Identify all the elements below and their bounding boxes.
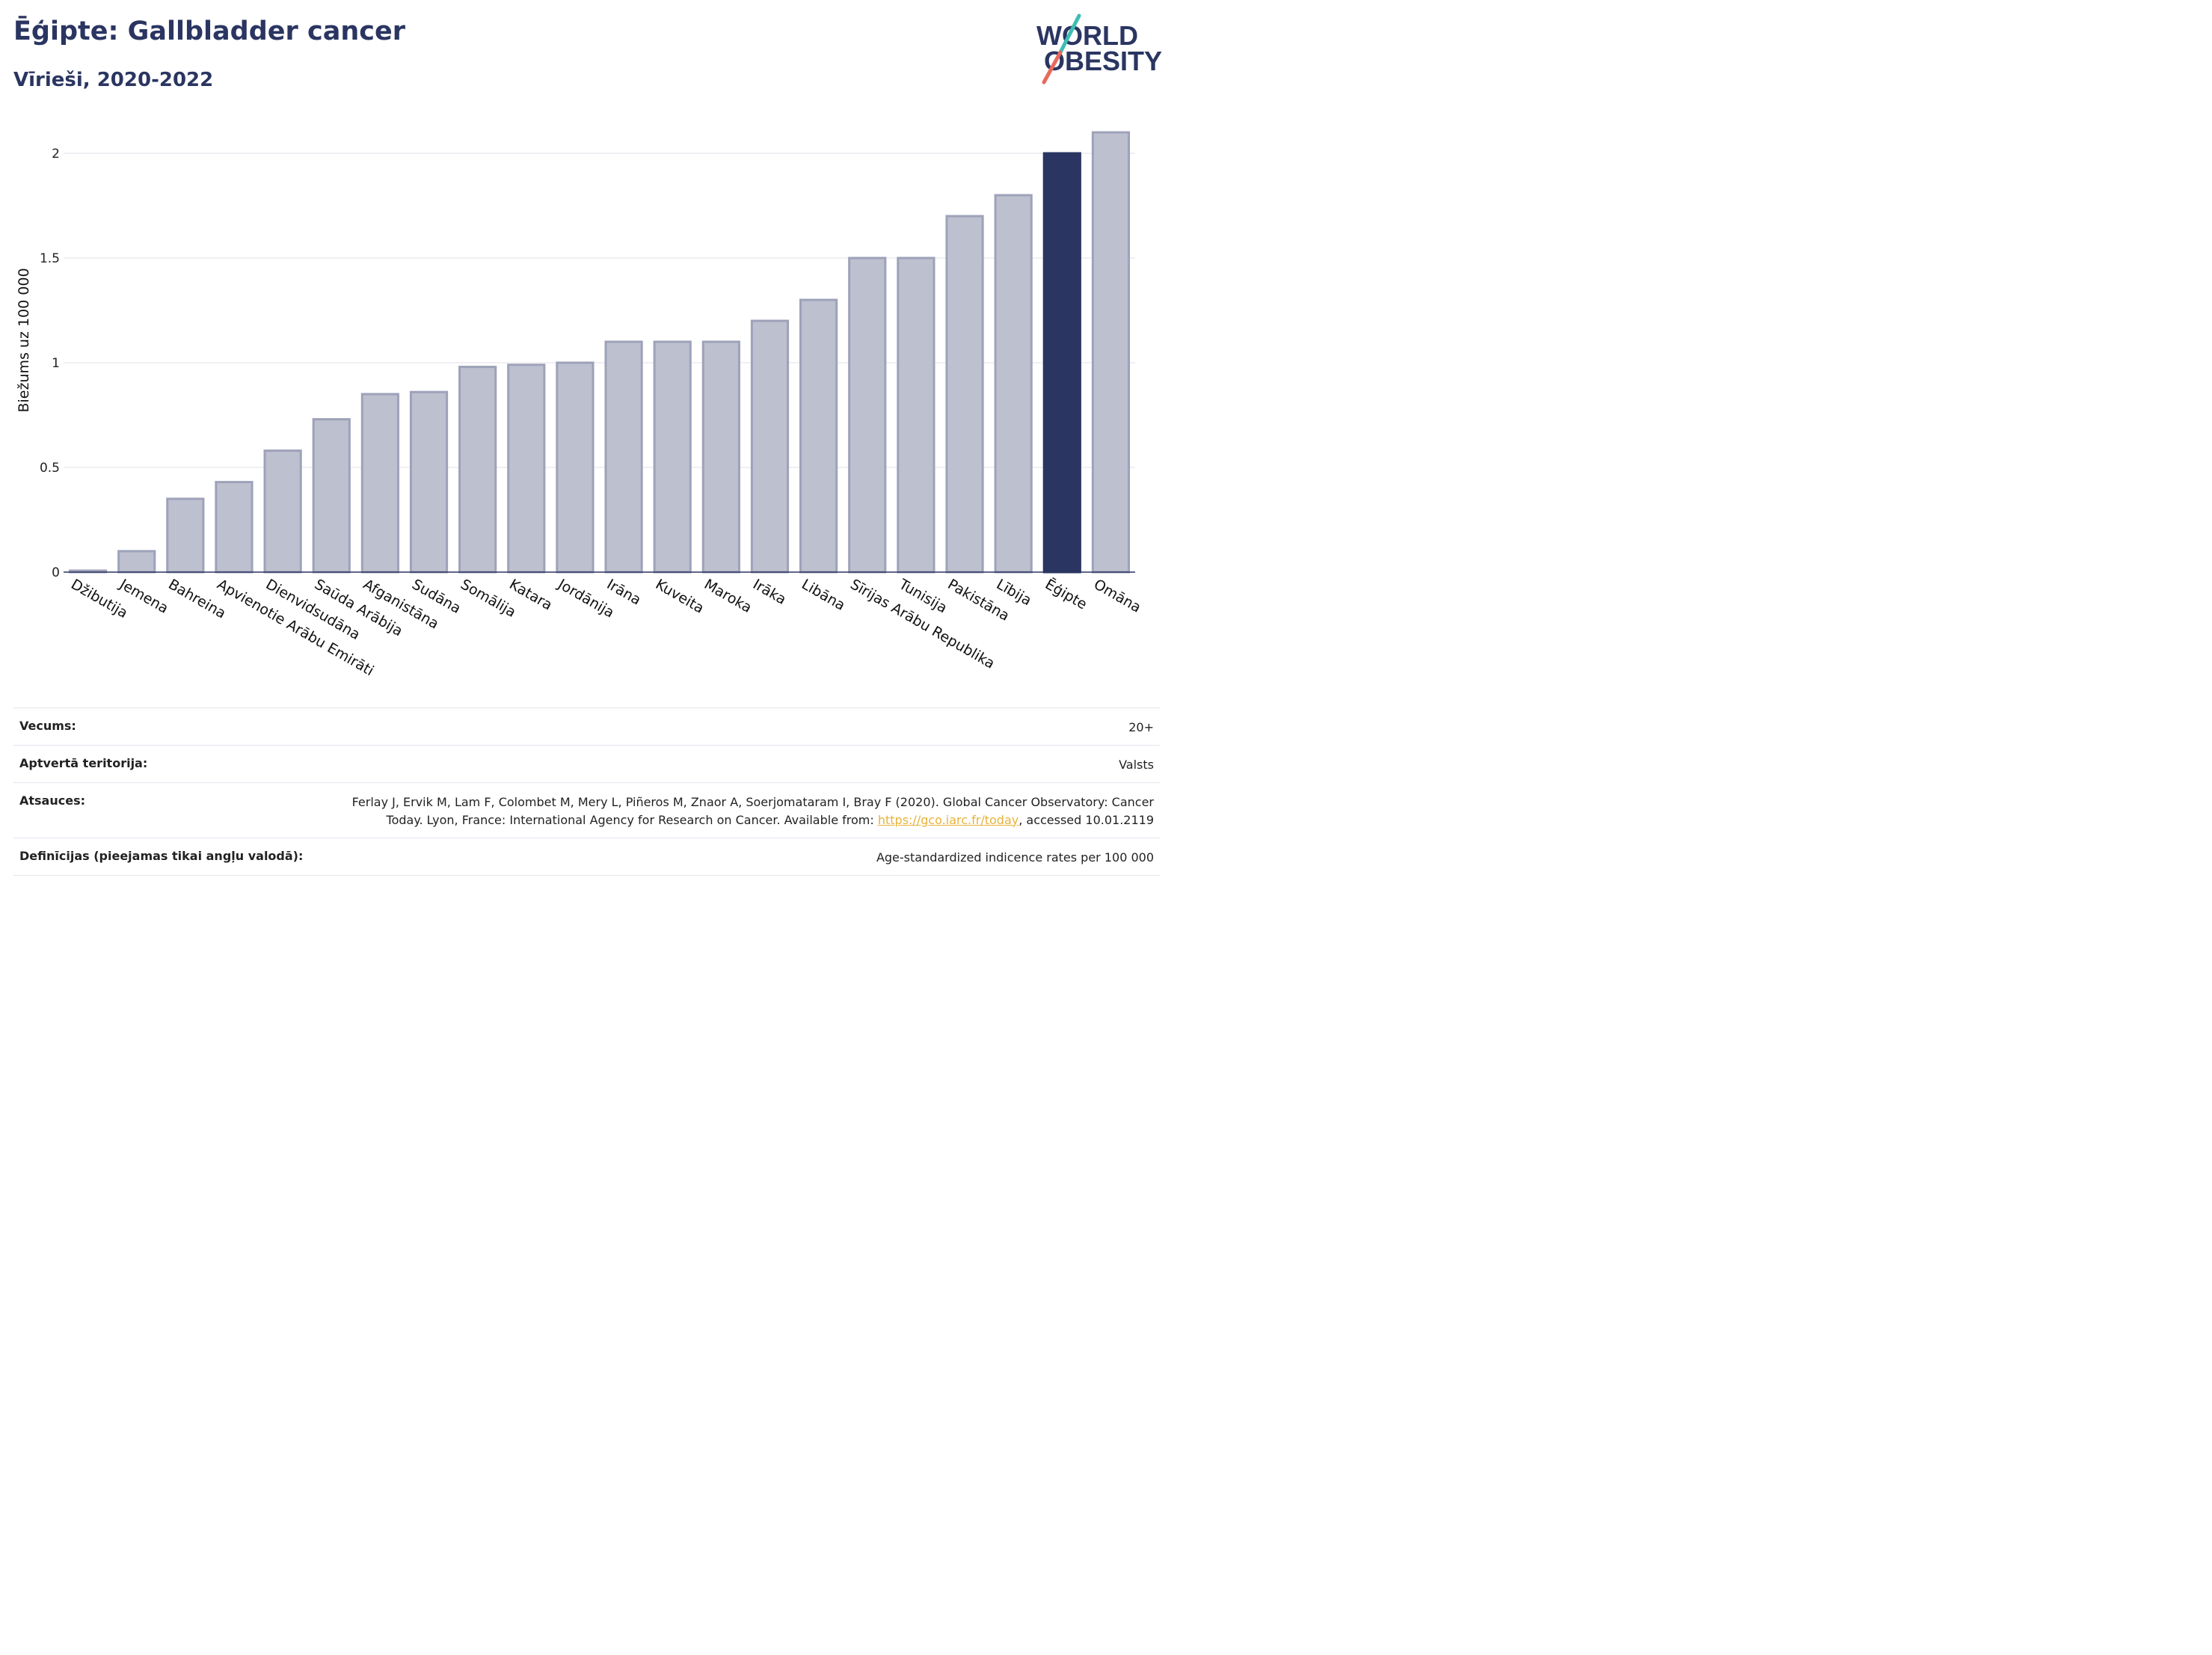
references-link[interactable]: https://gco.iarc.fr/today — [877, 812, 1019, 827]
x-tick-label: Maroka — [701, 576, 755, 616]
meta-references-label: Atsauces: — [13, 782, 310, 838]
bars — [68, 131, 1131, 574]
meta-row-definitions: Definīcijas (pieejamas tikai angļu valod… — [13, 837, 1160, 876]
bar-12[interactable] — [653, 340, 692, 574]
references-suffix: , accessed 10.01.2119 — [1019, 812, 1154, 827]
y-tick-label: 2 — [52, 147, 60, 162]
references-text: Ferlay J, Ervik M, Lam F, Colombet M, Me… — [351, 795, 1154, 827]
bar-3[interactable] — [215, 481, 254, 574]
bar-1[interactable] — [117, 550, 156, 574]
bar-21[interactable] — [1091, 131, 1131, 574]
x-tick-label: Irāka — [750, 576, 789, 608]
meta-age-value: 20+ — [310, 707, 1160, 746]
chart-title: Ēģipte: Gallbladder cancer — [13, 16, 405, 46]
y-tick-label: 0 — [52, 565, 60, 580]
bar-6[interactable] — [360, 393, 399, 574]
y-axis-title: Biežums uz 100 000 — [16, 268, 32, 412]
y-tick-label: 1 — [52, 356, 60, 371]
meta-references-value: Ferlay J, Ervik M, Lam F, Colombet M, Me… — [310, 782, 1160, 838]
meta-territory-value: Valsts — [310, 745, 1160, 783]
bar-8[interactable] — [458, 366, 497, 574]
meta-row-references: Atsauces: Ferlay J, Ervik M, Lam F, Colo… — [13, 782, 1160, 838]
bar-14[interactable] — [750, 319, 790, 574]
bar-chart: 0 0.5 1 1.5 2 DžibutijaJemenaBahreinaApvieno… — [16, 131, 1144, 680]
world-obesity-logo: WORLD OBESITY — [1036, 13, 1162, 85]
bar-16[interactable] — [848, 257, 887, 574]
bar-15[interactable] — [799, 298, 838, 574]
meta-definitions-value: Age-standardized indicence rates per 100… — [310, 837, 1160, 876]
y-tick-labels: 0 0.5 1 1.5 2 — [40, 147, 60, 580]
bar-18[interactable] — [945, 215, 984, 574]
logo-line-world: WORLD — [1036, 20, 1138, 51]
x-tick-label: Omāna — [1091, 576, 1144, 615]
bar-20[interactable] — [1042, 152, 1081, 574]
logo-line-obesity: OBESITY — [1044, 46, 1162, 76]
bar-2[interactable] — [166, 497, 205, 574]
bar-19[interactable] — [994, 194, 1033, 574]
meta-row-age: Vecums: 20+ — [13, 707, 1160, 746]
x-tick-label: Libāna — [799, 576, 848, 614]
meta-territory-label: Aptvertā teritorija: — [13, 745, 310, 783]
bar-11[interactable] — [604, 340, 643, 574]
x-tick-label: Ēģipte — [1042, 575, 1090, 613]
x-tick-label: Kuveita — [653, 576, 707, 616]
bar-7[interactable] — [409, 390, 449, 574]
y-tick-label: 1.5 — [40, 251, 60, 266]
meta-age-label: Vecums: — [13, 707, 310, 746]
meta-definitions-label: Definīcijas (pieejamas tikai angļu valod… — [13, 837, 310, 876]
y-tick-label: 0.5 — [40, 461, 60, 476]
bar-13[interactable] — [701, 340, 740, 574]
bar-5[interactable] — [312, 418, 351, 574]
meta-row-territory: Aptvertā teritorija: Valsts — [13, 745, 1160, 783]
bar-17[interactable] — [897, 257, 936, 574]
chart-subtitle: Vīrieši, 2020-2022 — [13, 69, 214, 91]
metadata-table: Vecums: 20+ Aptvertā teritorija: Valsts … — [13, 707, 1160, 876]
bar-10[interactable] — [556, 361, 595, 574]
logo-accent-coral — [1042, 50, 1063, 85]
logo-accent-teal — [1058, 13, 1081, 55]
x-tick-label: Somālija — [458, 576, 518, 621]
bar-4[interactable] — [263, 449, 302, 574]
bar-9[interactable] — [507, 363, 546, 574]
